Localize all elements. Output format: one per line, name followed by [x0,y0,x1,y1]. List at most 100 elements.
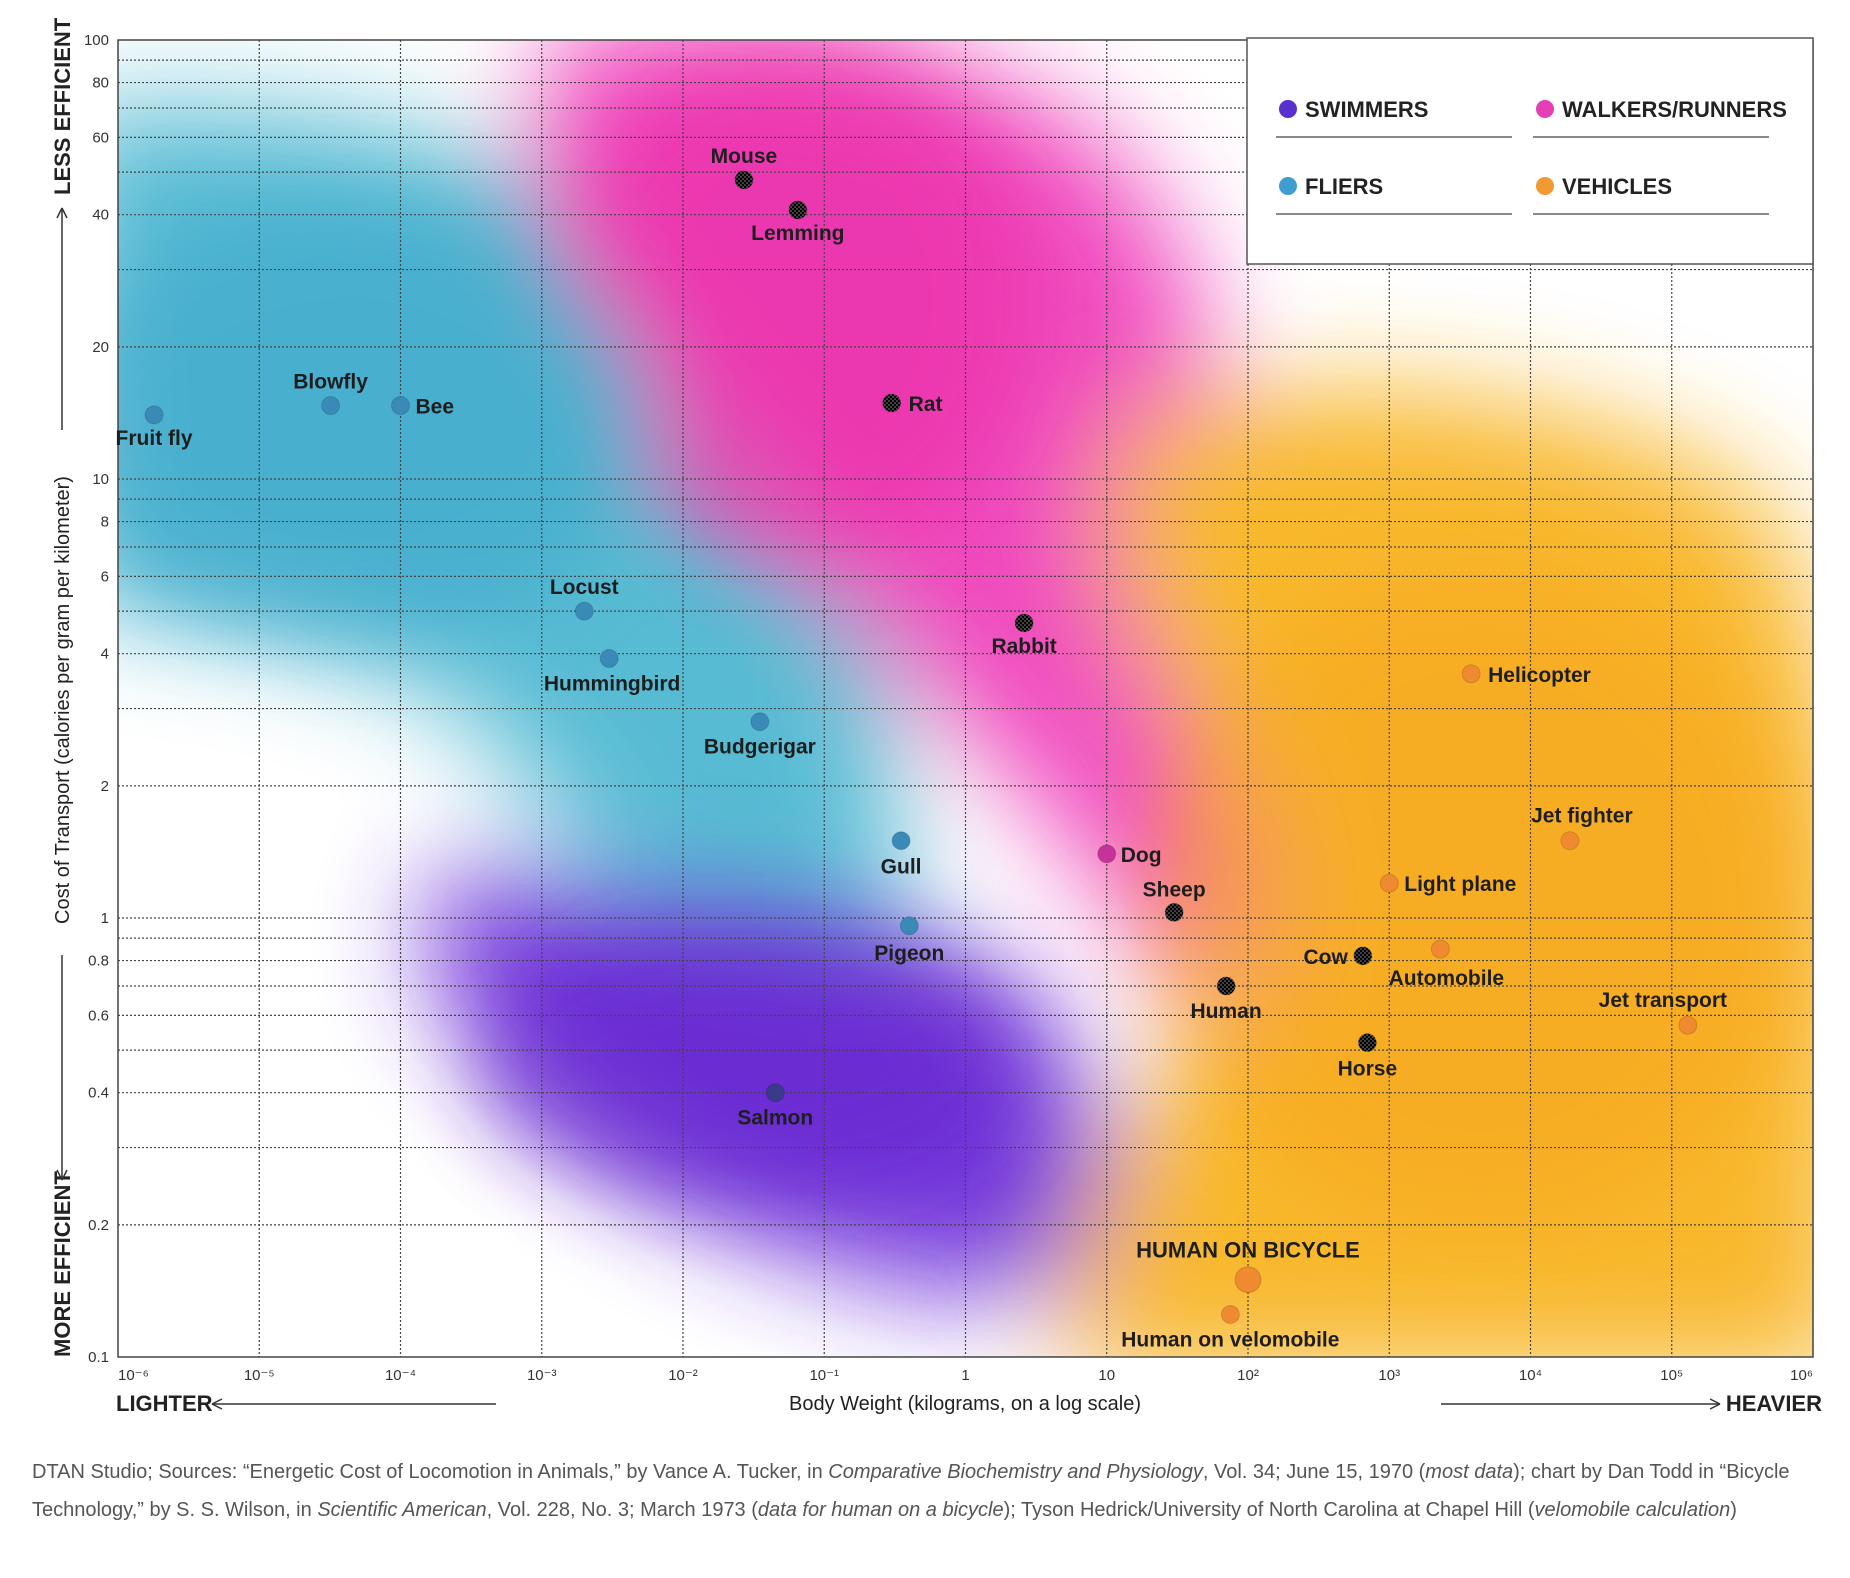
data-point [899,916,919,936]
lighter-arrowhead [211,1398,223,1410]
x-tick-label: 10⁻⁵ [244,1367,275,1384]
data-point-label: Rat [909,393,943,416]
data-point [1353,946,1373,966]
lighter-label: LIGHTER [116,1391,213,1416]
data-point-label: Fruit fly [116,427,193,450]
more-efficient-indicator: MORE EFFICIENT [50,955,75,1357]
x-tick-label: 10⁻³ [527,1367,557,1384]
data-point [1220,1304,1240,1324]
data-point-label: Horse [1338,1058,1398,1081]
x-tick-label: 1 [961,1367,969,1384]
caption-text: ); Tyson Hedrick/University of North Car… [1003,1499,1535,1521]
caption-note: most data [1425,1461,1514,1483]
data-point-label: Cow [1303,946,1348,969]
legend-label: VEHICLES [1562,174,1672,199]
less-efficient-indicator: LESS EFFICIENT [50,17,75,430]
x-axis-title: Body Weight (kilograms, on a log scale) [789,1393,1141,1415]
less-efficient-arrowhead [56,207,68,219]
y-tick-label: 100 [84,32,109,49]
data-point [734,170,754,190]
y-tick-label: 10 [92,471,109,488]
x-tick-label: 10² [1237,1367,1259,1384]
y-tick-label: 0.4 [88,1085,109,1102]
x-tick-label: 10³ [1378,1367,1400,1384]
data-point [1216,976,1236,996]
data-point [1097,844,1117,864]
data-point-label: Jet transport [1599,989,1727,1012]
y-tick-label: 80 [92,75,109,92]
data-point-label: Pigeon [874,942,944,965]
caption-text: ); chart by Dan Todd in “Bicycle Technol… [32,1461,1790,1521]
x-axis-ticks: 10⁻⁶ 10⁻⁵ 10⁻⁴ 10⁻³ 10⁻² 10⁻¹ 1 10 10² 10³ 10⁴ 10⁵ 1… [118,1367,1813,1384]
data-point [1014,613,1034,633]
heavier-arrowhead [1709,1398,1721,1410]
y-tick-label: 0.8 [88,953,109,970]
data-point-label: Mouse [711,145,778,168]
y-tick-label: 0.2 [88,1217,109,1234]
data-point-label: Human [1191,1000,1262,1023]
data-point-label: Helicopter [1488,664,1591,687]
y-tick-label: 60 [92,129,109,146]
y-tick-label: 6 [101,568,109,585]
caption-magazine: Scientific American [317,1499,487,1521]
walkers-core [570,40,1030,560]
swimmers-core [480,920,1020,1200]
y-tick-label: 40 [92,207,109,224]
x-tick-label: 10⁵ [1660,1367,1683,1384]
data-point [750,712,770,732]
legend-label: SWIMMERS [1305,97,1428,122]
data-point-label: Light plane [1404,873,1516,896]
caption-note: velomobile calculation [1534,1499,1731,1521]
x-tick-label: 10⁴ [1519,1367,1542,1384]
data-point [1357,1033,1377,1053]
source-caption: DTAN Studio; Sources: “Energetic Cost of… [32,1453,1822,1529]
data-point-label: Blowfly [293,371,368,394]
data-point [788,200,808,220]
caption-text: , Vol. 34; June 15, 1970 ( [1202,1461,1426,1483]
data-point-label: Gull [881,856,922,879]
data-point-label: Locust [550,576,619,599]
data-point [144,405,164,425]
caption-text: DTAN Studio; Sources: “Energetic Cost of… [32,1461,829,1483]
data-point [599,649,619,669]
data-point-label: Dog [1121,844,1162,867]
y-tick-label: 20 [92,339,109,356]
x-tick-label: 10⁶ [1790,1367,1813,1384]
y-tick-label: 2 [101,778,109,795]
plot-frame [117,39,1814,1358]
data-point-label: Rabbit [991,635,1056,658]
caption-note: data for human on a bicycle [757,1499,1004,1521]
less-efficient-label: LESS EFFICIENT [50,17,75,195]
x-tick-label: 10 [1098,1367,1115,1384]
caption-text: , Vol. 228, No. 3; March 1973 ( [486,1499,758,1521]
heavier-indicator: HEAVIER [1441,1391,1822,1416]
x-tick-label: 10⁻² [668,1367,698,1384]
legend-label: FLIERS [1305,174,1383,199]
more-efficient-label: MORE EFFICIENT [50,1171,75,1357]
legend-swatch [1536,100,1554,118]
caption-journal: Comparative Biochemistry and Physiology [828,1461,1203,1483]
more-efficient-arrowhead [56,1169,68,1181]
data-point-label: Human on velomobile [1121,1328,1339,1351]
legend-box [1246,37,1814,265]
legend-label: WALKERS/RUNNERS [1562,97,1787,122]
y-tick-label: 4 [101,646,109,663]
data-point-label: Jet fighter [1531,805,1633,828]
data-point [882,393,902,413]
data-point [1461,664,1481,684]
data-point [1164,902,1184,922]
lighter-indicator: LIGHTER [116,1391,496,1416]
data-point-label: Budgerigar [704,736,816,759]
data-point-label: Sheep [1143,878,1206,901]
y-tick-label: 1 [101,910,109,927]
data-point-label: Bee [416,396,455,419]
data-point [1678,1015,1698,1035]
y-tick-label: 0.1 [88,1349,109,1366]
caption-text: ) [1730,1499,1737,1521]
x-tick-label: 10⁻⁴ [385,1367,416,1384]
data-point [1379,873,1399,893]
vehicles-core [1150,570,1810,1230]
data-point-label: Salmon [737,1107,813,1130]
y-tick-label: 0.6 [88,1007,109,1024]
